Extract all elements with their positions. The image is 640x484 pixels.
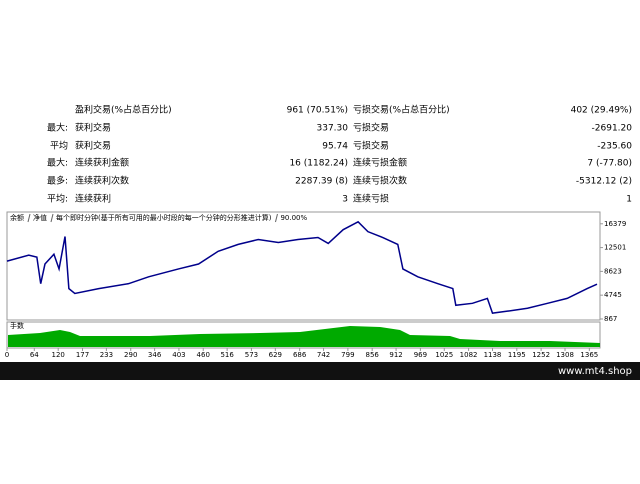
x-tick-label: 233 xyxy=(100,351,113,359)
x-tick-label: 346 xyxy=(148,351,162,359)
x-tick-label: 64 xyxy=(30,351,39,359)
volume-area xyxy=(8,326,600,347)
row-label: 亏损交易(%占总百分比) xyxy=(353,104,450,116)
legend-separator xyxy=(274,213,278,223)
row-value: 337.30 xyxy=(317,124,349,134)
x-tick-label: 403 xyxy=(172,351,185,359)
row-prefix: 平均 xyxy=(50,140,68,152)
volume-label: 手数 xyxy=(10,321,24,330)
legend-entry: 每个即时分钟(基于所有可用的最小时段的每一个分钟的分形推进计算) xyxy=(56,213,272,222)
x-tick-label: 1365 xyxy=(580,351,598,359)
x-tick-label: 573 xyxy=(245,351,258,359)
legend-separator xyxy=(27,213,31,223)
y-tick-label: 16379 xyxy=(604,220,626,228)
x-tick-label: 1195 xyxy=(508,351,526,359)
x-tick-label: 969 xyxy=(414,351,427,359)
x-tick-label: 1138 xyxy=(484,351,502,359)
y-tick-label: 867 xyxy=(604,315,617,323)
row-value: 95.74 xyxy=(322,142,348,152)
x-tick-label: 177 xyxy=(76,351,89,359)
row-value: 16 (1182.24) xyxy=(289,159,348,169)
y-tick-label: 4745 xyxy=(604,291,622,299)
row-label: 连续获利金额 xyxy=(75,157,129,169)
x-tick-label: 742 xyxy=(317,351,330,359)
row-value: 1 xyxy=(626,195,632,205)
row-value: 961 (70.51%) xyxy=(287,106,348,116)
row-label: 连续获利次数 xyxy=(75,175,129,187)
row-label: 盈利交易(%占总百分比) xyxy=(75,104,172,116)
x-tick-label: 629 xyxy=(269,351,282,359)
row-label: 连续获利 xyxy=(75,193,111,205)
x-tick-label: 912 xyxy=(389,351,402,359)
y-tick-label: 12501 xyxy=(604,244,626,252)
x-tick-label: 799 xyxy=(341,351,354,359)
x-tick-label: 1308 xyxy=(556,351,574,359)
legend-entry: 余额 xyxy=(10,213,24,222)
row-prefix: 最大: xyxy=(47,122,68,134)
row-label: 连续亏损次数 xyxy=(353,175,407,187)
footer-text: www.mt4.shop xyxy=(558,366,632,377)
row-label: 获利交易 xyxy=(75,122,111,134)
row-label: 亏损交易 xyxy=(353,122,389,134)
row-value: 3 xyxy=(342,195,348,205)
x-tick-label: 856 xyxy=(365,351,379,359)
row-value: -235.60 xyxy=(597,142,632,152)
row-prefix: 最大: xyxy=(47,157,68,169)
x-tick-label: 516 xyxy=(220,351,234,359)
balance-line xyxy=(6,220,598,314)
row-prefix: 平均: xyxy=(47,193,68,205)
x-tick-label: 120 xyxy=(52,351,65,359)
x-tick-label: 1025 xyxy=(435,351,453,359)
x-tick-label: 1082 xyxy=(460,351,478,359)
x-tick-label: 1252 xyxy=(532,351,550,359)
x-tick-label: 290 xyxy=(124,351,137,359)
row-label: 获利交易 xyxy=(75,140,111,152)
x-tick-label: 0 xyxy=(5,351,9,359)
row-label: 亏损交易 xyxy=(353,140,389,152)
footer-bar xyxy=(0,362,640,380)
legend-entry: 90.00% xyxy=(280,214,307,222)
legend-entry: 净值 xyxy=(33,213,47,222)
row-value: -2691.20 xyxy=(592,124,633,134)
x-tick-label: 460 xyxy=(197,351,210,359)
row-value: 402 (29.49%) xyxy=(571,106,632,116)
row-value: -5312.12 (2) xyxy=(576,177,632,187)
row-value: 2287.39 (8) xyxy=(295,177,348,187)
x-tick-label: 686 xyxy=(293,351,307,359)
row-label: 连续亏损金额 xyxy=(353,157,407,169)
row-value: 7 (-77.80) xyxy=(587,159,632,169)
row-label: 连续亏损 xyxy=(353,193,389,205)
y-tick-label: 8623 xyxy=(604,267,622,275)
plot-frame xyxy=(6,211,601,321)
legend-separator xyxy=(50,213,54,223)
row-prefix: 最多: xyxy=(47,175,68,187)
